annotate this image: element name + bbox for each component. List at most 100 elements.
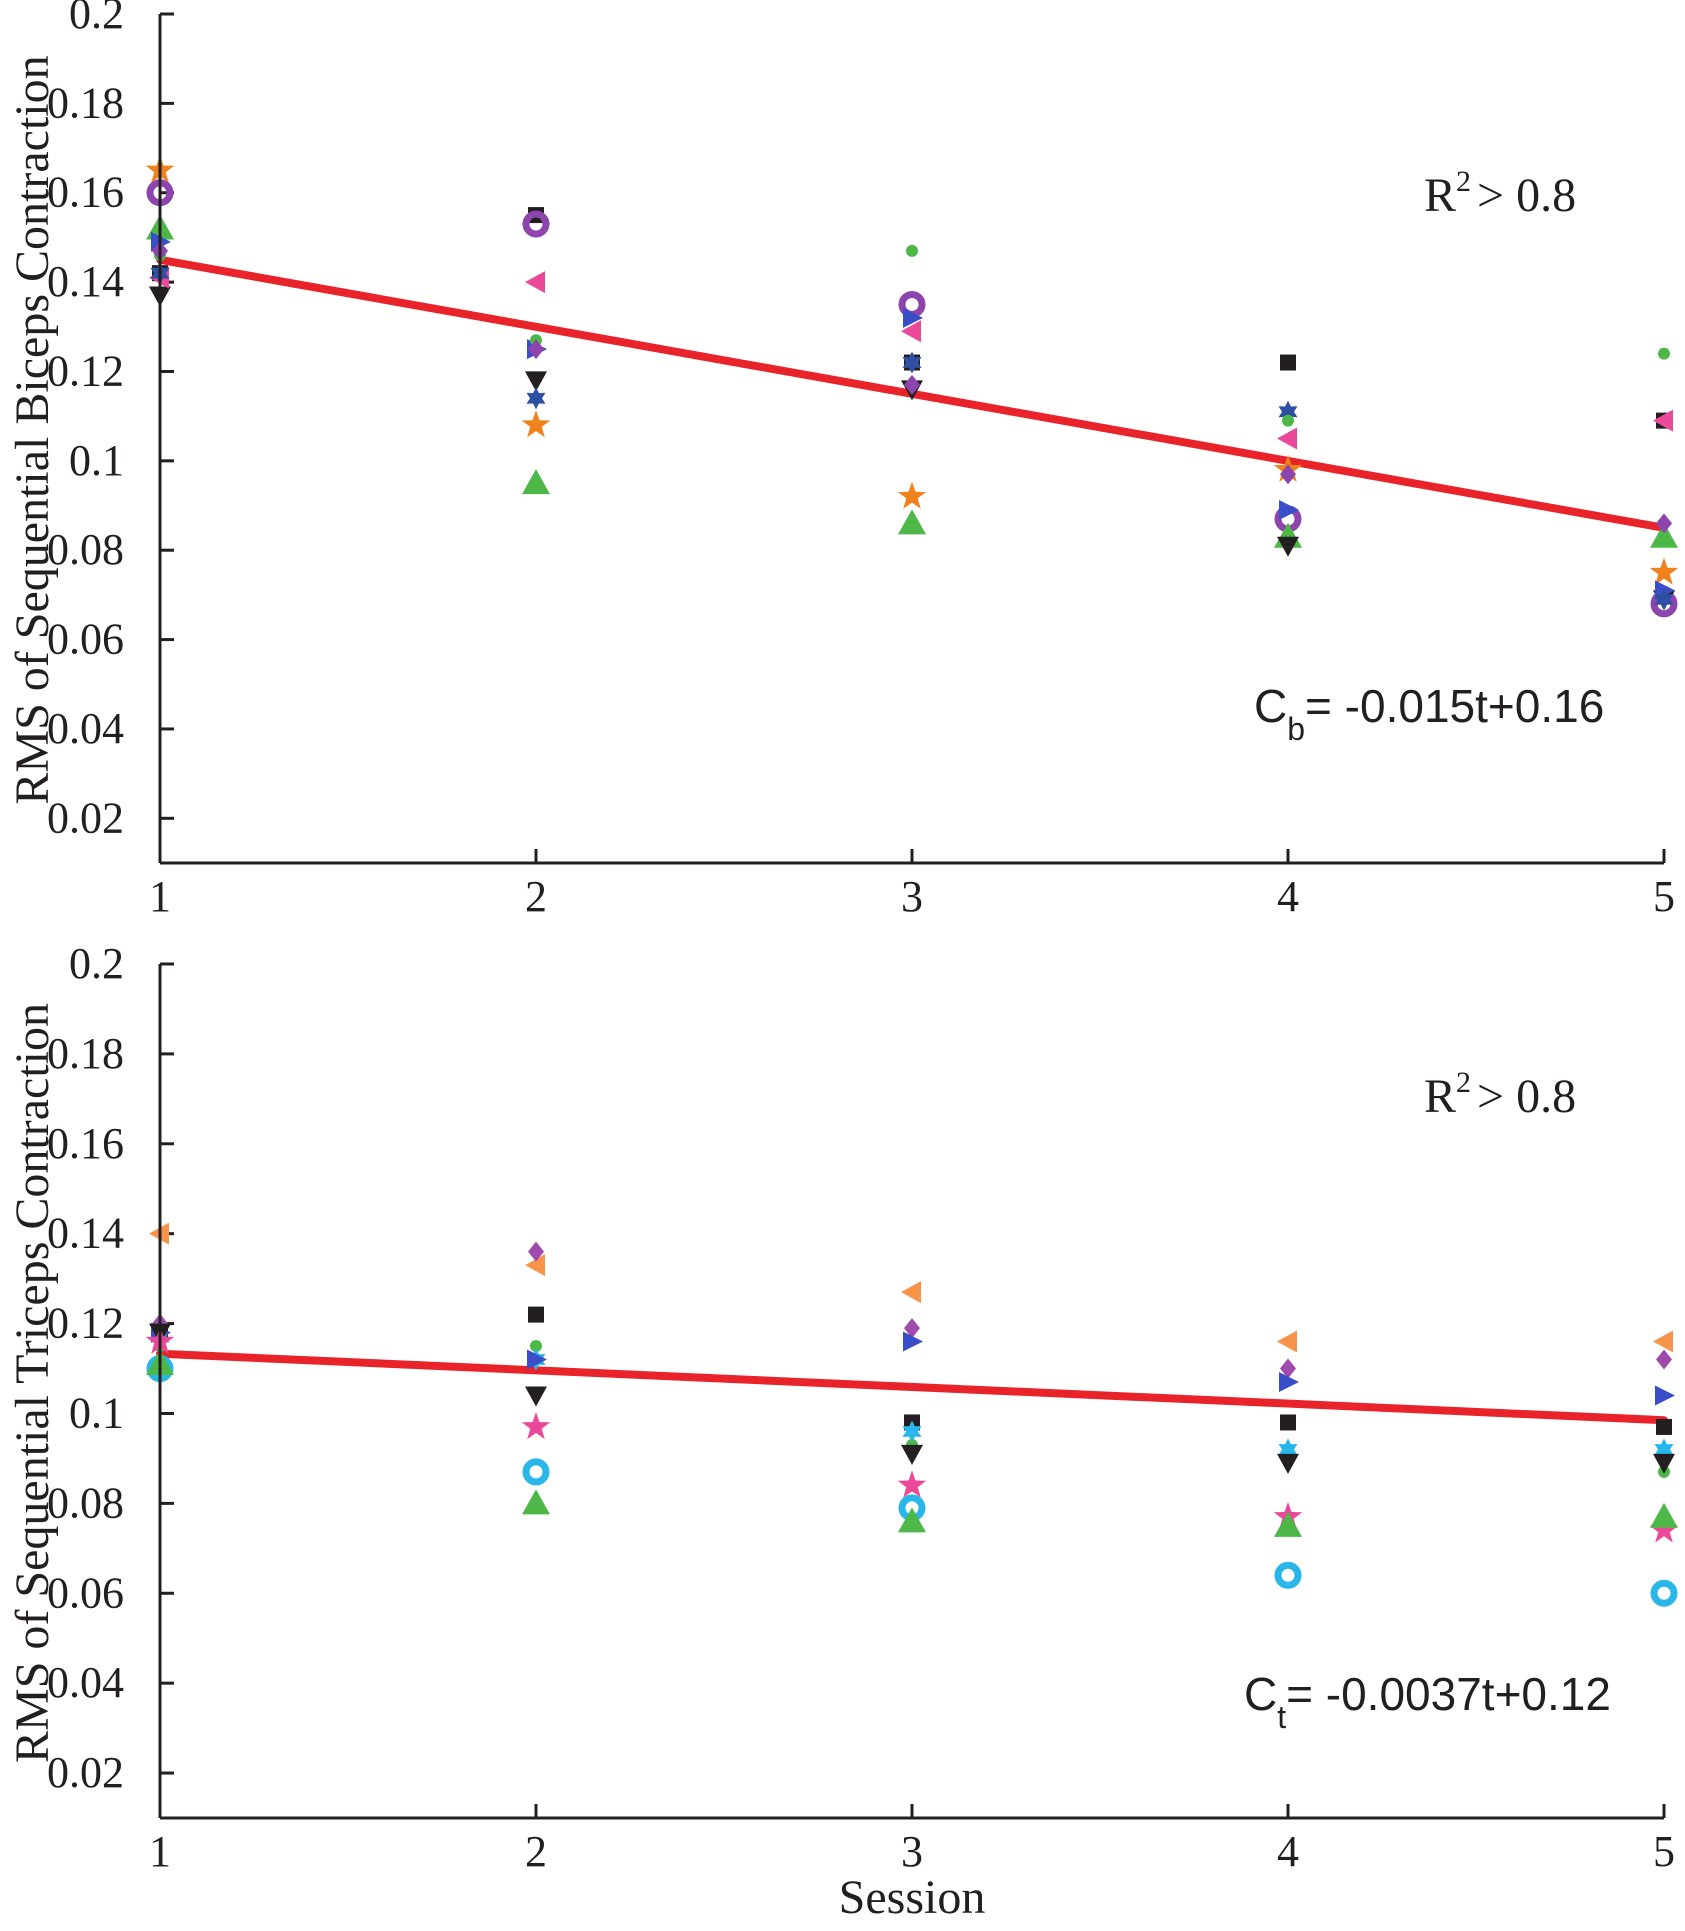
data-point (1656, 1418, 1672, 1435)
x-tick-label: 4 (1277, 1827, 1299, 1876)
data-point (1280, 1414, 1296, 1431)
data-point (1653, 409, 1673, 432)
data-point (1656, 513, 1672, 534)
data-point (1278, 400, 1298, 423)
data-point (530, 1340, 542, 1353)
x-tick-label: 1 (149, 872, 171, 921)
x-tick-label: 5 (1653, 872, 1675, 921)
x-axis-title: Session (839, 1871, 986, 1924)
data-point (1277, 427, 1297, 450)
data-point (1658, 347, 1670, 360)
y-tick-label: 0.2 (69, 0, 124, 38)
data-point (522, 1489, 550, 1515)
triceps-panel: RMS of Sequential Triceps Contraction 0.… (6, 939, 1679, 1924)
y-tick-label: 0.14 (47, 257, 124, 306)
y-tick-label: 0.06 (47, 1568, 124, 1617)
data-point (901, 1281, 921, 1304)
data-point (1649, 557, 1679, 585)
y-tick-label: 0.16 (47, 168, 124, 217)
data-point (1279, 1372, 1299, 1393)
x-tick-label: 3 (901, 1827, 923, 1876)
y-axis-title: RMS of Sequential Triceps Contraction (6, 1003, 59, 1763)
y-tick-label: 0.06 (47, 615, 124, 664)
y-tick-label: 0.18 (47, 1029, 124, 1078)
fit-equation: Cb= -0.015t+0.16 (1254, 680, 1604, 747)
data-point (525, 371, 547, 392)
data-point (1656, 1349, 1672, 1370)
data-point (1650, 1502, 1678, 1528)
data-point (528, 1241, 544, 1262)
data-point (1650, 522, 1678, 548)
data-point (1654, 588, 1674, 611)
series-s7 (151, 231, 1675, 601)
data-point (904, 374, 920, 395)
data-point (1653, 1453, 1675, 1474)
data-point (522, 469, 550, 495)
data-point (902, 351, 922, 374)
data-point (906, 244, 918, 257)
x-tick-label: 2 (525, 872, 547, 921)
data-point (1274, 1561, 1302, 1589)
data-point (1280, 1358, 1296, 1379)
x-tick-label: 4 (1277, 872, 1299, 921)
y-tick-label: 0.16 (47, 1119, 124, 1168)
data-point (1277, 536, 1299, 557)
data-point (527, 1349, 547, 1370)
biceps-panel: RMS of Sequential Biceps Contraction 0.0… (6, 0, 1679, 921)
data-point (522, 210, 550, 238)
fit-equation: Ct= -0.0037t+0.12 (1244, 1668, 1611, 1735)
x-tick-label: 3 (901, 872, 923, 921)
data-point (903, 307, 923, 328)
data-point (898, 509, 926, 535)
series-s10 (146, 1350, 1678, 1537)
data-point (1653, 1330, 1673, 1353)
data-point (1649, 1515, 1679, 1543)
y-tick-label: 0.2 (69, 939, 124, 988)
data-point (1280, 354, 1296, 371)
y-tick-label: 0.1 (69, 1388, 124, 1437)
data-point (1654, 1438, 1674, 1461)
data-point (1278, 1438, 1298, 1461)
data-point (1650, 1579, 1678, 1607)
y-tick-label: 0.08 (47, 1478, 124, 1527)
data-point (1274, 1511, 1302, 1537)
data-point (901, 320, 921, 343)
data-point (522, 1458, 550, 1486)
data-point (1280, 464, 1296, 485)
data-point (526, 387, 546, 410)
y-tick-label: 0.04 (47, 1658, 124, 1707)
data-point (528, 339, 544, 360)
r-squared-annotation: R2 > 0.8 (1424, 165, 1576, 222)
data-point (897, 481, 927, 509)
data-point (1279, 499, 1299, 520)
data-point (901, 1444, 923, 1465)
data-point (898, 1507, 926, 1533)
y-tick-label: 0.04 (47, 704, 124, 753)
data-point (1282, 414, 1294, 427)
series-s2 (152, 1241, 1672, 1379)
data-point (1655, 1385, 1675, 1406)
y-axis-title: RMS of Sequential Biceps Contraction (6, 55, 59, 804)
data-point (528, 1306, 544, 1323)
y-tick-label: 0.1 (69, 436, 124, 485)
y-tick-label: 0.02 (47, 1748, 124, 1797)
data-point (904, 1318, 920, 1339)
data-point (1277, 1453, 1299, 1474)
data-point (902, 1420, 922, 1443)
y-tick-label: 0.02 (47, 793, 124, 842)
y-tick-label: 0.12 (47, 346, 124, 395)
data-point (525, 1386, 547, 1407)
x-tick-label: 5 (1653, 1827, 1675, 1876)
y-tick-label: 0.14 (47, 1209, 124, 1258)
series-s10 (152, 240, 1672, 534)
data-point (1277, 1330, 1297, 1353)
data-point (897, 1470, 927, 1498)
data-point (521, 410, 551, 438)
x-tick-label: 1 (149, 1827, 171, 1876)
data-point (525, 1254, 545, 1277)
y-tick-label: 0.18 (47, 78, 124, 127)
data-point (525, 271, 545, 294)
data-point (521, 1412, 551, 1440)
y-tick-label: 0.12 (47, 1299, 124, 1348)
